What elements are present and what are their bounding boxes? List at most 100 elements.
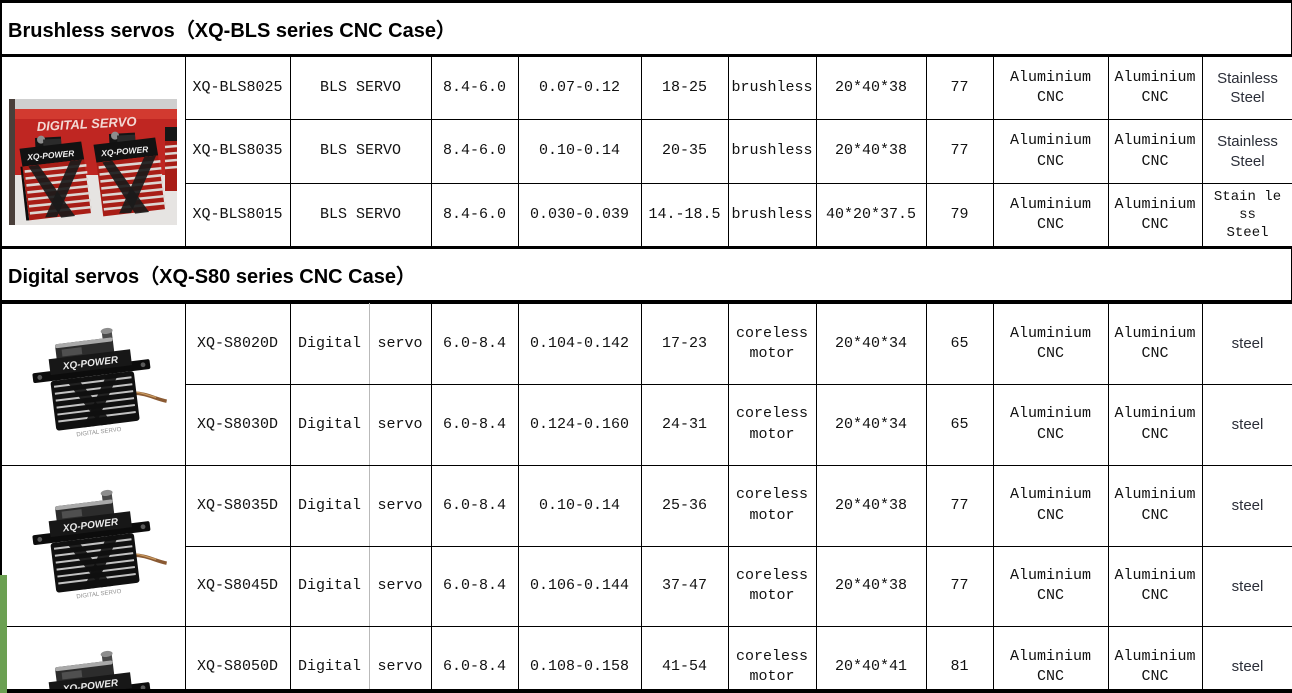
- cell-size: 20*40*34: [815, 383, 927, 466]
- cell-case-upper: Aluminium CNC: [992, 625, 1109, 693]
- cell-size: 20*40*38: [815, 545, 927, 628]
- cell-type-2: servo: [368, 383, 432, 466]
- cell-size: 20*40*38: [815, 56, 927, 120]
- brushless-servo-table: DIGITAL SERVO XQ-POWER: [0, 56, 1292, 247]
- cell-size: 20*40*41: [815, 625, 927, 693]
- table-row: XQ-S8050D Digital servo 6.0-8.4 0.108-0.…: [0, 625, 1292, 693]
- cell-gear: steel: [1201, 383, 1292, 466]
- cell-model: XQ-S8050D: [184, 625, 291, 693]
- table-row: XQ-BLS8035 BLS SERVO 8.4-6.0 0.10-0.14 2…: [1, 119, 1292, 184]
- cell-case-upper: Aluminium CNC: [992, 464, 1109, 547]
- cell-case-upper: Aluminium CNC: [992, 183, 1109, 247]
- cell-voltage: 6.0-8.4: [430, 464, 519, 547]
- section-title-digital-text: Digital servos（XQ-S80 series CNC Case）: [8, 266, 416, 288]
- section-title-brushless-text: Brushless servos（XQ-BLS series CNC Case）: [8, 20, 456, 42]
- cell-speed: 0.030-0.039: [517, 183, 642, 247]
- cell-type-1: Digital: [289, 545, 370, 628]
- cell-model: XQ-BLS8025: [184, 56, 291, 120]
- cell-motor: brushless: [727, 56, 817, 120]
- cell-voltage: 6.0-8.4: [430, 303, 519, 385]
- brand-logo-text: XQ-POWER: [26, 148, 76, 162]
- cell-type-2: servo: [368, 625, 432, 693]
- cell-torque: 41-54: [640, 625, 729, 693]
- cell-gear: Stainless Steel: [1201, 56, 1292, 120]
- cell-size: 20*40*38: [815, 119, 927, 184]
- digital-servo-photo: [18, 486, 168, 606]
- cell-gear: steel: [1201, 545, 1292, 628]
- cell-speed: 0.10-0.14: [517, 464, 642, 547]
- cell-voltage: 8.4-6.0: [430, 119, 519, 184]
- cell-motor: coreless motor: [727, 303, 817, 385]
- brand-logo-text: XQ-POWER: [100, 144, 150, 158]
- cell-gear: Stain le ss Steel: [1201, 183, 1292, 247]
- cell-gear: steel: [1201, 625, 1292, 693]
- cell-speed: 0.106-0.144: [517, 545, 642, 628]
- cell-gear: steel: [1201, 303, 1292, 385]
- cell-voltage: 8.4-6.0: [430, 56, 519, 120]
- cell-case-upper: Aluminium CNC: [992, 545, 1109, 628]
- product-photo-cell: [0, 626, 186, 693]
- cell-torque: 14.-18.5: [640, 183, 729, 247]
- photo-servo-left: XQ-POWER: [19, 135, 93, 221]
- cell-voltage: 6.0-8.4: [430, 625, 519, 693]
- cell-case-mid: Aluminium CNC: [1107, 464, 1203, 547]
- table-row: XQ-S8020D Digital servo 6.0-8.4 0.104-0.…: [0, 303, 1292, 466]
- cell-voltage: 8.4-6.0: [430, 183, 519, 247]
- digital-servo-photo: [18, 647, 168, 693]
- cell-motor: coreless motor: [727, 625, 817, 693]
- cell-torque: 24-31: [640, 383, 729, 466]
- cell-gear: steel: [1201, 464, 1292, 547]
- cell-motor: brushless: [727, 183, 817, 247]
- product-photo-cell: [0, 303, 186, 466]
- cell-motor: coreless motor: [727, 383, 817, 466]
- cell-size: 40*20*37.5: [815, 183, 927, 247]
- cell-weight: 77: [925, 56, 994, 120]
- cell-torque: 17-23: [640, 303, 729, 385]
- cell-case-mid: Aluminium CNC: [1107, 625, 1203, 693]
- cell-case-mid: Aluminium CNC: [1107, 119, 1203, 184]
- cell-torque: 18-25: [640, 56, 729, 120]
- cell-model: XQ-S8020D: [184, 303, 291, 385]
- cell-speed: 0.108-0.158: [517, 625, 642, 693]
- cell-case-mid: Aluminium CNC: [1107, 383, 1203, 466]
- cell-model: XQ-BLS8035: [184, 119, 291, 184]
- cell-voltage: 6.0-8.4: [430, 545, 519, 628]
- cell-type-1: Digital: [289, 383, 370, 466]
- cell-weight: 65: [925, 383, 994, 466]
- photo-box-text: DIGITAL SERVO: [37, 113, 138, 133]
- cell-case-mid: Aluminium CNC: [1107, 303, 1203, 385]
- cell-type-2: servo: [368, 545, 432, 628]
- product-photo-cell: [0, 464, 186, 627]
- cell-type-2: servo: [368, 303, 432, 385]
- cell-voltage: 6.0-8.4: [430, 383, 519, 466]
- table-row: XQ-S8030D Digital servo 6.0-8.4 0.124-0.…: [1, 383, 1292, 466]
- cell-model: XQ-S8035D: [184, 464, 291, 547]
- bls-product-photo: DIGITAL SERVO XQ-POWER: [9, 98, 178, 225]
- section-title-digital: Digital servos（XQ-S80 series CNC Case）: [0, 246, 1292, 303]
- cell-torque: 37-47: [640, 545, 729, 628]
- cell-speed: 0.124-0.160: [517, 383, 642, 466]
- cell-weight: 81: [925, 625, 994, 693]
- cell-type-1: Digital: [289, 303, 370, 385]
- cell-torque: 20-35: [640, 119, 729, 184]
- cell-motor: coreless motor: [727, 464, 817, 547]
- cell-speed: 0.104-0.142: [517, 303, 642, 385]
- cell-gear: Stainless Steel: [1201, 119, 1292, 184]
- digital-servo-photo: [18, 324, 168, 444]
- cell-type: BLS SERVO: [289, 119, 432, 184]
- product-photo-cell: DIGITAL SERVO XQ-POWER: [0, 56, 186, 247]
- cell-model: XQ-BLS8015: [184, 183, 291, 247]
- cell-torque: 25-36: [640, 464, 729, 547]
- cell-size: 20*40*38: [815, 464, 927, 547]
- table-row: DIGITAL SERVO XQ-POWER: [0, 56, 1292, 247]
- cell-type: BLS SERVO: [289, 56, 432, 120]
- cell-case-mid: Aluminium CNC: [1107, 183, 1203, 247]
- table-row: XQ-S8035D Digital servo 6.0-8.4 0.10-0.1…: [0, 464, 1292, 627]
- table-row: XQ-BLS8015 BLS SERVO 8.4-6.0 0.030-0.039…: [1, 183, 1292, 247]
- cell-weight: 77: [925, 545, 994, 628]
- cell-type-2: servo: [368, 464, 432, 547]
- cell-speed: 0.07-0.12: [517, 56, 642, 120]
- photo-servo-right: XQ-POWER: [93, 131, 167, 216]
- digital-servo-table: XQ-S8020D Digital servo 6.0-8.4 0.104-0.…: [0, 303, 1292, 693]
